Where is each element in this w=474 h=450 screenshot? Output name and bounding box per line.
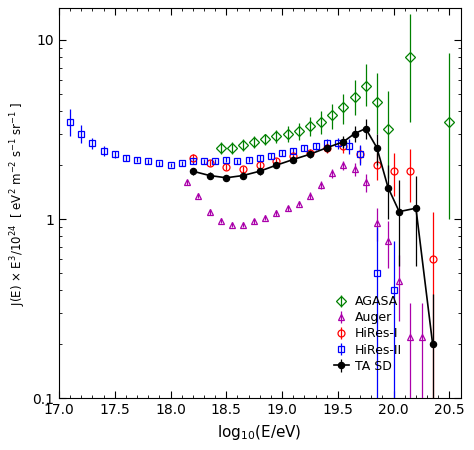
X-axis label: log$_{10}$(E/eV): log$_{10}$(E/eV) <box>218 423 302 441</box>
Legend: AGASA, Auger, HiRes-I, HiRes-II, TA SD: AGASA, Auger, HiRes-I, HiRes-II, TA SD <box>330 292 406 376</box>
Y-axis label: J(E) × E$^3$/10$^{24}$  [ eV$^2$ m$^{-2}$ s$^{-1}$ sr$^{-1}$ ]: J(E) × E$^3$/10$^{24}$ [ eV$^2$ m$^{-2}$… <box>9 101 28 306</box>
